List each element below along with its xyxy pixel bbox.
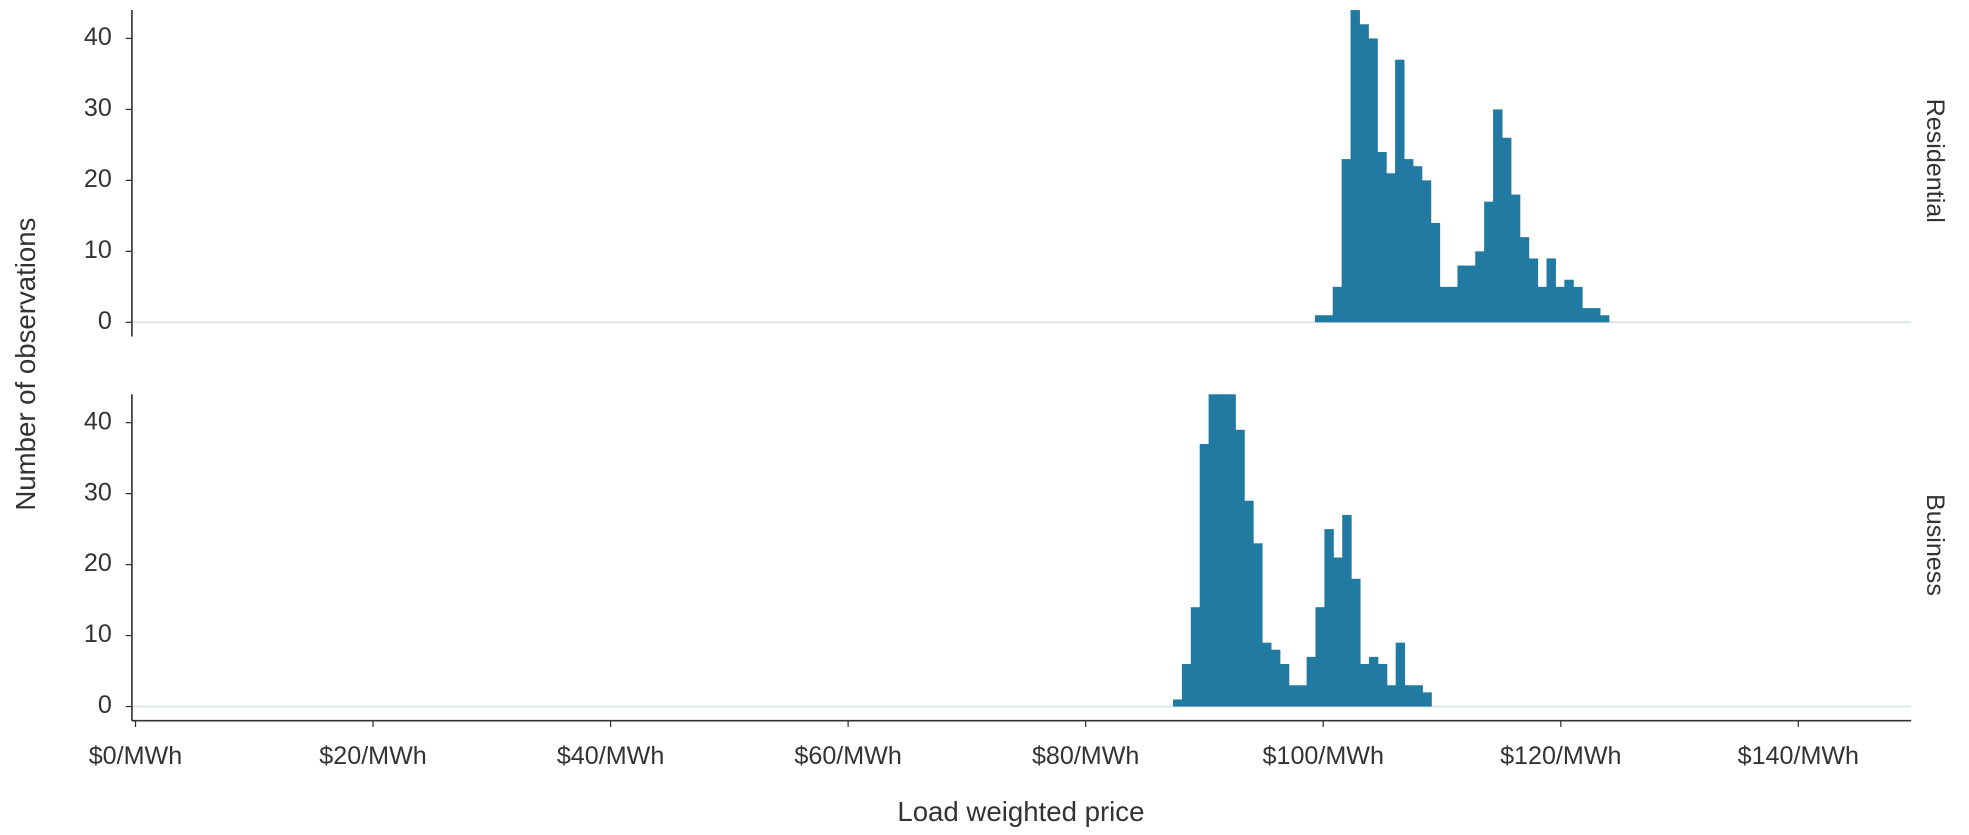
y-tick-label: 40 xyxy=(84,407,112,435)
bar xyxy=(1439,286,1450,323)
bar xyxy=(1342,514,1352,707)
bar xyxy=(1573,286,1583,323)
bar xyxy=(1591,308,1601,323)
bar xyxy=(1404,685,1414,707)
bar xyxy=(1395,642,1406,707)
bar xyxy=(1288,685,1299,707)
x-tick-label: $20/MWh xyxy=(319,742,426,770)
bar xyxy=(1350,10,1360,323)
bar xyxy=(1315,607,1325,707)
bar xyxy=(1430,222,1441,323)
bar xyxy=(1314,315,1325,323)
bar xyxy=(1519,237,1530,323)
bar xyxy=(1457,265,1467,323)
x-tick-label: $60/MWh xyxy=(794,742,901,770)
facet-label: Residential xyxy=(1921,99,1949,223)
bar xyxy=(1448,286,1458,323)
x-tick-label: $0/MWh xyxy=(89,742,182,770)
bar xyxy=(1403,159,1414,323)
y-tick-label: 40 xyxy=(84,23,112,51)
bar xyxy=(1181,663,1192,707)
bar xyxy=(1475,251,1485,323)
bar xyxy=(1368,656,1379,707)
bar xyxy=(1422,692,1432,707)
bar xyxy=(1208,394,1219,707)
bar xyxy=(1262,642,1272,707)
x-axis-title: Load weighted price xyxy=(897,796,1144,827)
bar xyxy=(1172,699,1183,707)
bar xyxy=(1244,500,1254,707)
bar xyxy=(1360,663,1370,707)
y-tick-label: 30 xyxy=(84,94,112,122)
bar xyxy=(1199,443,1210,707)
bar xyxy=(1510,194,1521,323)
bar xyxy=(1537,286,1548,323)
bar xyxy=(1306,656,1317,707)
bar xyxy=(1412,166,1423,323)
bar xyxy=(1341,159,1352,323)
bar xyxy=(1377,663,1388,707)
bar xyxy=(1351,578,1361,707)
bar xyxy=(1501,137,1512,323)
bar xyxy=(1564,279,1574,323)
bar xyxy=(1368,38,1378,323)
y-tick-label: 20 xyxy=(84,549,112,577)
bar xyxy=(1413,685,1423,707)
bar xyxy=(1582,308,1592,323)
bar xyxy=(1599,315,1610,323)
bar xyxy=(1217,394,1227,707)
bar xyxy=(1386,685,1397,707)
bar xyxy=(1395,59,1405,323)
y-tick-label: 0 xyxy=(98,691,112,719)
bar xyxy=(1484,201,1494,323)
bar xyxy=(1297,685,1308,707)
y-tick-label: 0 xyxy=(98,307,112,335)
x-tick-label: $140/MWh xyxy=(1738,742,1859,770)
x-tick-label: $40/MWh xyxy=(557,742,664,770)
x-tick-label: $120/MWh xyxy=(1500,742,1621,770)
y-tick-label: 10 xyxy=(84,620,112,648)
y-tick-label: 30 xyxy=(84,478,112,506)
bar xyxy=(1466,265,1476,323)
bar xyxy=(1324,529,1334,707)
bar xyxy=(1359,24,1369,323)
bar xyxy=(1421,180,1432,323)
bar xyxy=(1546,258,1556,323)
facet-label: Business xyxy=(1921,494,1949,596)
bar xyxy=(1190,607,1201,707)
bar xyxy=(1323,315,1334,323)
bar xyxy=(1555,286,1565,323)
bar xyxy=(1528,258,1539,323)
bar xyxy=(1493,109,1503,323)
y-tick-label: 10 xyxy=(84,236,112,264)
x-tick-label: $100/MWh xyxy=(1263,742,1384,770)
x-tick-label: $80/MWh xyxy=(1032,742,1139,770)
y-axis-title: Number of observations xyxy=(10,218,41,511)
y-tick-label: 20 xyxy=(84,165,112,193)
bar xyxy=(1253,543,1263,707)
bar xyxy=(1270,649,1281,707)
bar xyxy=(1332,286,1343,323)
bar xyxy=(1279,663,1290,707)
bar xyxy=(1377,151,1387,323)
bar xyxy=(1235,429,1245,707)
bar xyxy=(1386,173,1396,323)
bar xyxy=(1333,557,1343,707)
bar xyxy=(1226,394,1236,707)
